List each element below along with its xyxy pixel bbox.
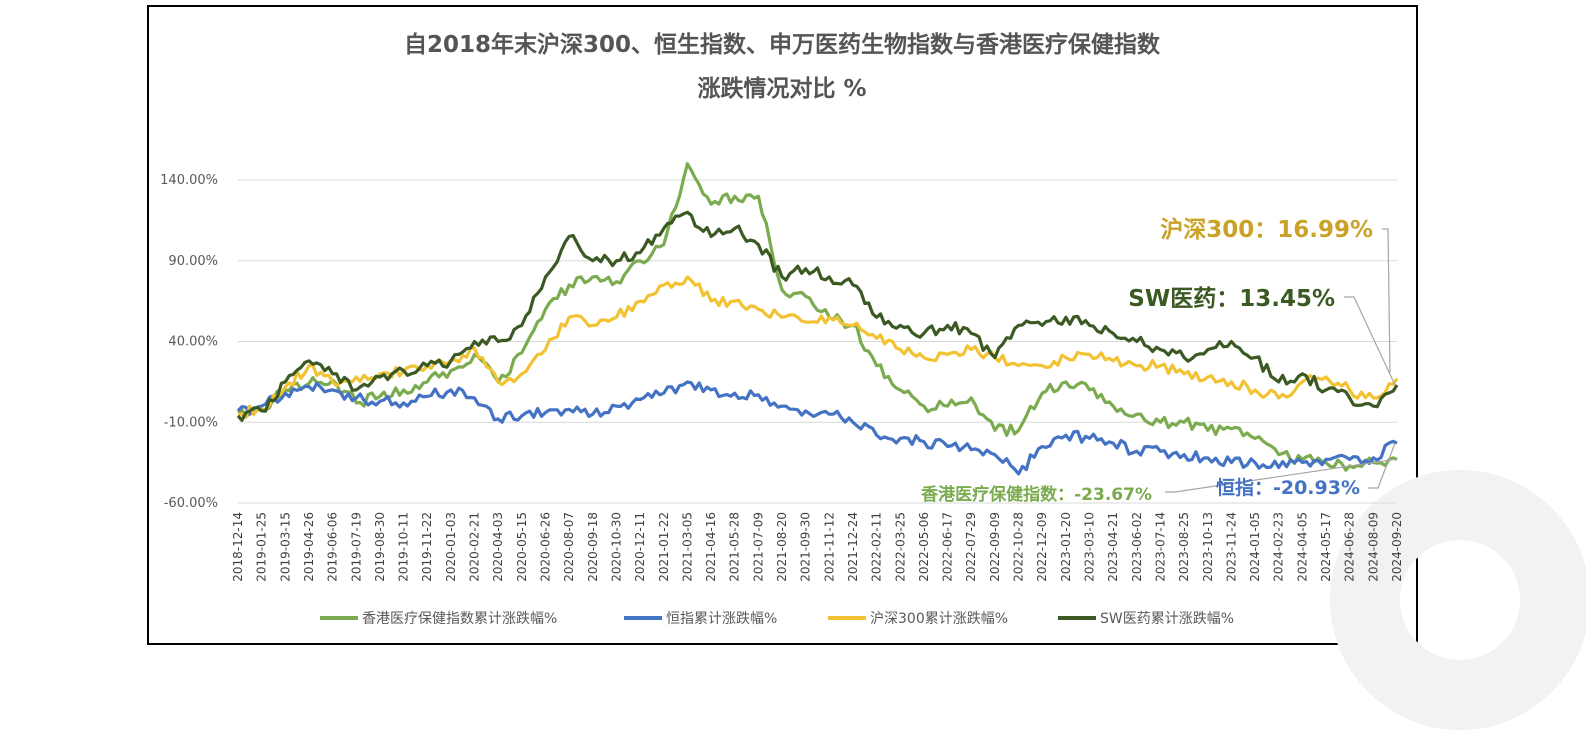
annotation-label: 沪深300：16.99% [1160,216,1373,243]
legend-label: 沪深300累计涨跌幅% [870,611,1008,627]
legend: 香港医疗保健指数累计涨跌幅% 恒指累计涨跌幅% 沪深300累计涨跌幅% SW医药累计涨… [320,611,1234,627]
series-line [237,162,1398,472]
x-tick-label: 2021-05-28 [728,512,742,582]
x-tick-label: 2021-12-24 [846,512,860,582]
x-tick-label: 2022-12-09 [1035,512,1049,582]
y-tick-label: 40.00% [168,335,218,350]
annotation-leader-line [1344,296,1396,386]
x-tick-label: 2019-08-30 [373,512,387,582]
x-tick-label: 2018-12-14 [231,512,245,582]
series-lines [236,162,1399,476]
x-tick-label: 2022-09-09 [988,512,1002,582]
x-tick-label: 2021-11-12 [822,512,836,582]
annotation-label: 香港医疗保健指数：-23.67% [921,484,1152,505]
x-tick-label: 2021-08-20 [775,512,789,582]
series-line [236,210,1399,422]
x-tick-label: 2020-12-11 [633,512,647,582]
x-axis-ticks: 2018-12-14 2019-01-25 2019-03-15 2019-04-26… [231,512,1404,582]
x-tick-label: 2022-07-29 [964,512,978,582]
annotation-leader-line [1165,458,1396,493]
x-tick-label: 2019-06-06 [326,512,340,582]
annotation-leader-line [1382,228,1391,373]
x-tick-label: 2020-10-30 [609,512,623,582]
x-tick-label: 2022-02-11 [870,512,884,582]
x-tick-label: 2024-02-23 [1272,512,1286,582]
y-axis-ticks: 140.00% 90.00% 40.00% -10.00% -60.00% [160,173,218,511]
x-tick-label: 2019-07-19 [349,512,363,582]
x-tick-label: 2023-06-02 [1130,512,1144,582]
series-line [236,380,1398,476]
x-tick-label: 2021-03-05 [680,512,694,582]
x-tick-label: 2020-05-15 [515,512,529,582]
x-tick-label: 2023-11-24 [1224,512,1238,582]
annotation-label: 恒指：-20.93% [1216,477,1360,499]
x-tick-label: 2019-04-26 [302,512,316,582]
legend-label: 恒指累计涨跌幅% [666,611,777,627]
series-line [237,275,1399,419]
x-tick-label: 2021-09-30 [799,512,813,582]
x-tick-label: 2024-01-05 [1248,512,1262,582]
x-tick-label: 2019-11-22 [420,512,434,582]
chart-svg: 自2018年末沪深300、恒生指数、申万医药生物指数与香港医疗保健指数 涨跌情况… [160,31,1404,627]
x-tick-label: 2020-09-18 [586,512,600,582]
x-tick-label: 2023-10-13 [1201,512,1215,582]
x-tick-label: 2020-02-21 [468,512,482,582]
annotation-leader-line [1368,443,1396,489]
y-tick-label: -60.00% [164,496,218,511]
y-tick-label: -10.00% [164,415,218,430]
y-tick-label: 140.00% [160,173,218,188]
chart-title: 自2018年末沪深300、恒生指数、申万医药生物指数与香港医疗保健指数 [404,31,1161,58]
x-tick-label: 2024-09-20 [1390,512,1404,582]
x-tick-label: 2024-06-28 [1343,512,1357,582]
x-tick-label: 2024-05-17 [1319,512,1333,582]
x-tick-label: 2024-08-09 [1366,512,1380,582]
x-tick-label: 2022-06-17 [941,512,955,582]
x-tick-label: 2021-04-16 [704,512,718,582]
end-annotations: 香港医疗保健指数：-23.67% 恒指：-20.93% 沪深300：16.99% SW… [921,216,1396,505]
x-tick-label: 2020-04-03 [491,512,505,582]
y-tick-label: 90.00% [168,254,218,269]
legend-label: SW医药累计涨跌幅% [1100,611,1234,627]
x-tick-label: 2023-04-21 [1106,512,1120,582]
grid-lines [238,179,1397,504]
x-tick-label: 2020-08-07 [562,512,576,582]
x-tick-label: 2024-04-05 [1295,512,1309,582]
x-tick-label: 2022-05-06 [917,512,931,582]
x-tick-label: 2023-07-14 [1153,512,1167,582]
x-tick-label: 2019-10-11 [397,512,411,582]
chart-subtitle: 涨跌情况对比 % [697,76,866,102]
x-tick-label: 2020-06-26 [538,512,552,582]
x-tick-label: 2023-08-25 [1177,512,1191,582]
x-tick-label: 2022-10-28 [1012,512,1026,582]
x-tick-label: 2019-03-15 [278,512,292,582]
x-tick-label: 2019-01-25 [255,512,269,582]
x-tick-label: 2022-03-25 [893,512,907,582]
annotation-label: SW医药：13.45% [1128,286,1335,312]
x-tick-label: 2021-01-22 [657,512,671,582]
chart-frame [147,5,1418,645]
x-tick-label: 2020-01-03 [444,512,458,582]
legend-label: 香港医疗保健指数累计涨跌幅% [362,611,557,627]
x-tick-label: 2023-01-20 [1059,512,1073,582]
x-tick-label: 2023-03-10 [1083,512,1097,582]
x-tick-label: 2021-07-09 [751,512,765,582]
